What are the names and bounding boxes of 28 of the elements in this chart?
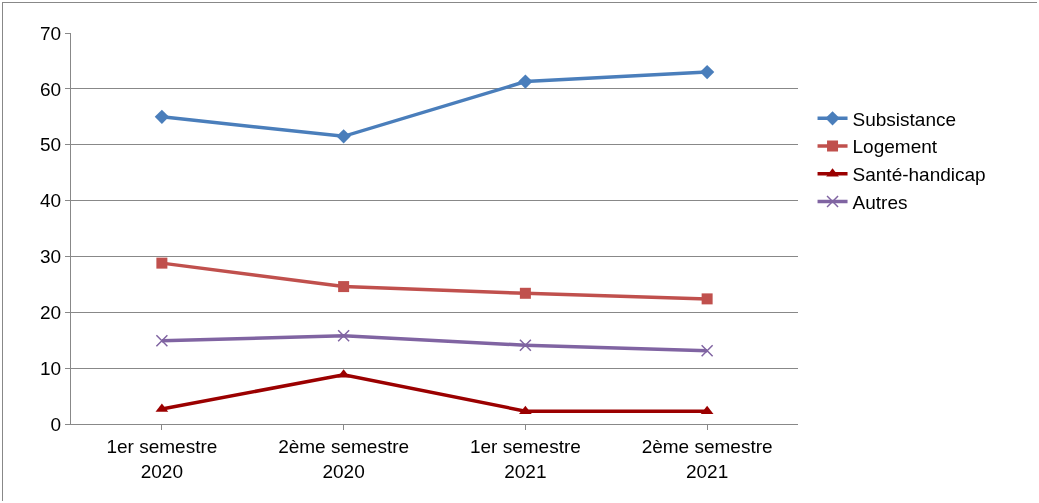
y-tick-label: 30 bbox=[40, 246, 62, 268]
point bbox=[699, 64, 715, 80]
x-tick-label: 2ème semestre 2021 bbox=[641, 435, 773, 482]
point bbox=[336, 129, 351, 144]
x-tick-label: 2ème semestre 2020 bbox=[278, 435, 410, 482]
point bbox=[519, 287, 531, 299]
legend-label: Logement bbox=[852, 136, 938, 158]
point bbox=[337, 329, 350, 342]
point bbox=[156, 257, 168, 269]
point bbox=[518, 74, 533, 89]
y-tick-label: 40 bbox=[40, 190, 62, 212]
legend-label: Santé-handicap bbox=[852, 164, 986, 186]
point bbox=[338, 281, 350, 293]
y-tick-label: 20 bbox=[40, 301, 62, 323]
point bbox=[155, 334, 169, 348]
x-tick-label: 1er semestre 2021 bbox=[469, 435, 581, 482]
y-tick-label: 60 bbox=[40, 78, 62, 100]
point bbox=[154, 109, 170, 124]
legend-label: Autres bbox=[852, 191, 908, 213]
y-tick-label: 50 bbox=[40, 134, 62, 156]
legend-label: Subsistance bbox=[852, 108, 957, 130]
x-tick-label: 1er semestre 2020 bbox=[106, 435, 218, 482]
y-tick-label: 70 bbox=[40, 22, 62, 44]
point bbox=[519, 338, 532, 352]
point bbox=[701, 293, 713, 305]
y-tick-label: 10 bbox=[40, 357, 62, 379]
y-tick-label: 0 bbox=[50, 413, 62, 435]
point bbox=[700, 344, 714, 358]
